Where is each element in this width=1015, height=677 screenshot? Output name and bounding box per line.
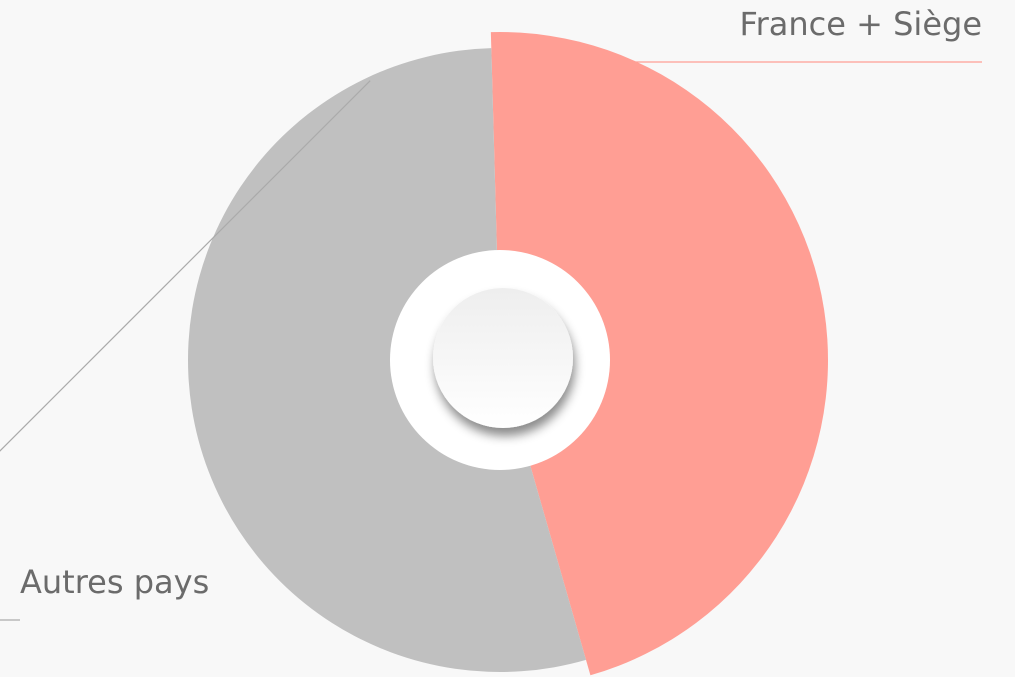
leader-line (0, 80, 371, 621)
slices (188, 31, 829, 676)
leader-line (601, 51, 982, 63)
slice-label: France + Siège (740, 5, 982, 43)
slice (490, 31, 829, 676)
slice-label: Autres pays (20, 563, 209, 601)
center-button (433, 288, 573, 428)
labels: France + Siège Autres pays (0, 5, 982, 621)
slice (188, 48, 586, 672)
